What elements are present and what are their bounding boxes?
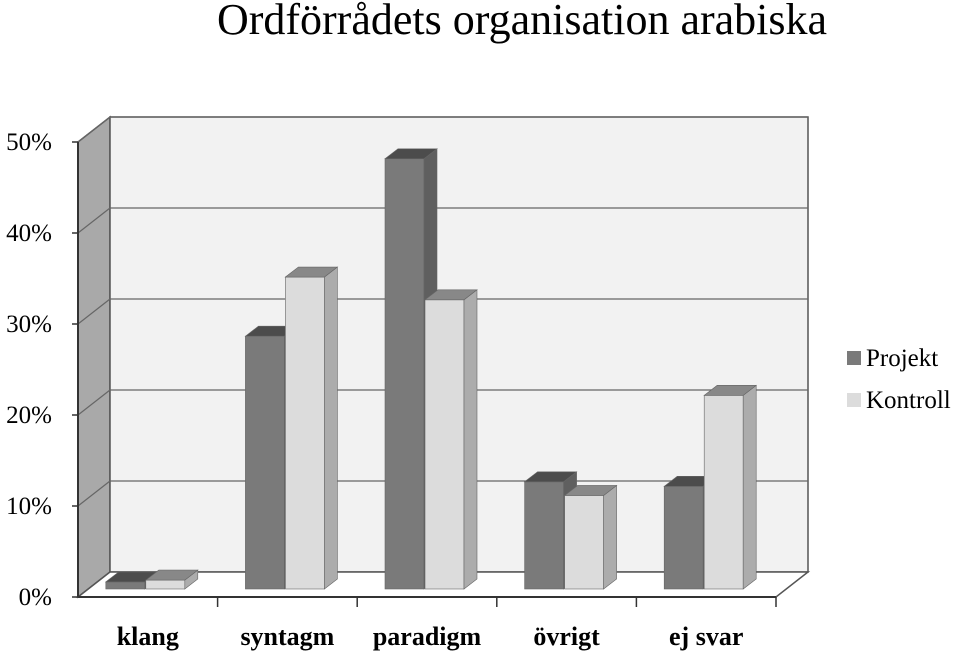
- bars: [104, 148, 758, 590]
- bar-front: [285, 276, 325, 590]
- bar-top: [703, 385, 758, 396]
- bar-kontroll-4: [703, 384, 758, 590]
- side-wall: [77, 115, 111, 599]
- y-tick-label: 20%: [6, 402, 52, 429]
- bar-top: [523, 471, 578, 483]
- x-tick-label: övrigt: [533, 622, 600, 651]
- bar-kontroll-0: [144, 569, 199, 590]
- legend-swatch: [847, 393, 861, 407]
- bar-front: [663, 486, 704, 590]
- bar-front: [564, 495, 604, 590]
- bar-side: [603, 484, 617, 590]
- bar-front: [384, 158, 425, 590]
- bar-kontroll-3: [563, 484, 618, 590]
- bar-side: [742, 384, 757, 590]
- y-tick-label: 0%: [19, 584, 52, 611]
- gridline-side: [77, 298, 111, 325]
- x-tick-label: paradigm: [373, 622, 482, 651]
- gridline-side: [77, 389, 111, 416]
- y-tick-labels: 0% 10% 20% 30% 40% 50%: [6, 129, 52, 611]
- bar-kontroll-2: [424, 289, 478, 590]
- bar-top: [563, 485, 618, 496]
- bar-side: [463, 289, 478, 590]
- bar-top: [424, 289, 478, 301]
- bar-top: [144, 569, 199, 581]
- legend-label: Projekt: [866, 345, 938, 372]
- y-tick-label: 50%: [6, 129, 52, 156]
- legend-swatch: [847, 351, 861, 365]
- y-tick-label: 30%: [6, 311, 52, 338]
- x-tick-label: ej svar: [669, 622, 743, 651]
- bar-top: [384, 148, 438, 160]
- bar-top: [284, 266, 339, 278]
- y-tick-label: 10%: [6, 493, 52, 520]
- bar-front: [245, 335, 285, 590]
- bar-front: [105, 581, 146, 590]
- legend-label: Kontroll: [866, 387, 951, 414]
- gridline-side: [77, 116, 111, 143]
- bar-kontroll-1: [284, 266, 339, 590]
- bar-front: [145, 579, 186, 590]
- bar-side: [324, 266, 338, 590]
- x-tick-label: syntagm: [240, 622, 334, 651]
- bar-front: [524, 481, 564, 590]
- gridline-side: [77, 207, 111, 234]
- y-tick-label: 40%: [6, 220, 52, 247]
- x-tick-labels: klang syntagm paradigm övrigt ej svar: [117, 622, 744, 651]
- chart-title: Ordförrådets organisation arabiska: [217, 0, 827, 44]
- legend: Projekt Kontroll: [847, 345, 951, 414]
- bar-front: [424, 299, 465, 590]
- axis-ticks: [72, 141, 777, 607]
- gridline-side: [77, 480, 111, 507]
- bar-front: [703, 395, 744, 590]
- x-tick-label: klang: [117, 622, 179, 651]
